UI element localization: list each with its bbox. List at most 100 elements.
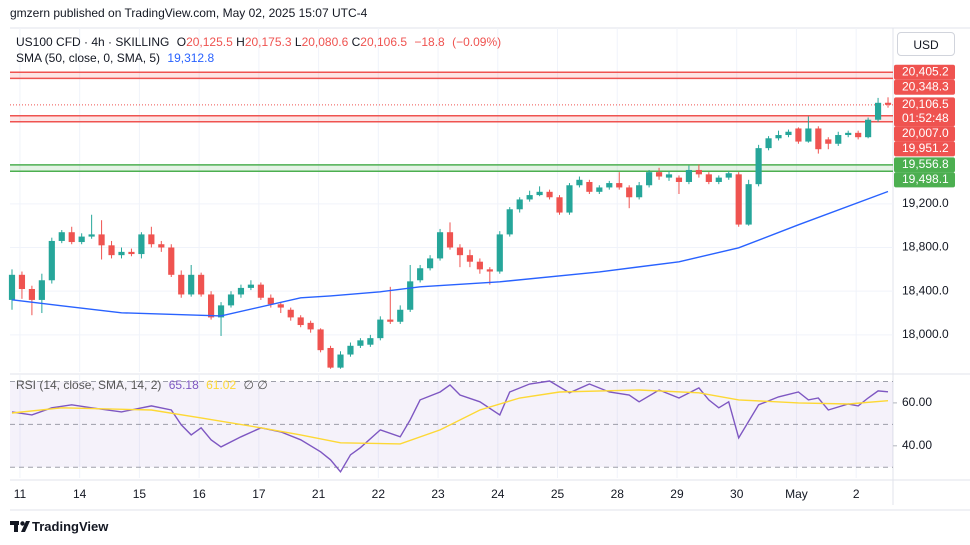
logo-part (21, 521, 30, 532)
ohlc-field: O (176, 35, 187, 49)
candle-body (456, 247, 464, 256)
candle-body (198, 274, 205, 295)
line-series (11, 380, 889, 474)
publish-header: gmzern published on TradingView.com, May… (10, 6, 371, 20)
x-tick-label: 22 (372, 487, 386, 501)
price-label-box (894, 79, 955, 95)
x-tick-label: 2 (853, 487, 860, 501)
rsi-value: 65.18 (168, 378, 199, 392)
candle-body (267, 297, 274, 305)
candle-body (755, 148, 762, 185)
candle-body (616, 183, 623, 188)
ohlc-value: 20,175.3 (244, 35, 292, 49)
candle-body (118, 251, 125, 256)
y-tick-label: 40.00 (902, 438, 932, 452)
candle-body (536, 191, 543, 196)
price-label: 20,405.2 (902, 64, 949, 78)
candle-body (297, 317, 304, 326)
candle-body (785, 131, 792, 136)
candle-body (48, 240, 55, 281)
currency-button[interactable]: USD (897, 32, 955, 56)
candle-body (347, 345, 354, 355)
candle-body (516, 199, 523, 210)
candle-body (476, 261, 483, 270)
candle-body (874, 102, 882, 120)
candle-body (357, 340, 364, 346)
x-tick-label: 30 (730, 487, 744, 501)
candle-body (287, 309, 294, 318)
level-zone (10, 164, 893, 172)
price-label: 19,498.1 (902, 172, 949, 186)
candle-body (576, 179, 583, 186)
candle-body (237, 287, 245, 295)
candle-body (606, 183, 613, 188)
x-tick-label: 24 (491, 487, 505, 501)
candle-body (277, 304, 284, 308)
candle-body (715, 177, 722, 182)
axes: 11 14 15 16 17 21 22 23 24 25 28 29 30 May 2 18,000.0 18… (14, 64, 955, 501)
candle-body (865, 119, 872, 138)
logo-part (14, 521, 18, 532)
sma-legend: SMA (50, close, 0, SMA, 5) 19,312.8 (16, 51, 218, 65)
ohlc-value: 20,080.6 (301, 35, 349, 49)
candle-body (486, 269, 493, 272)
candle-body (28, 289, 35, 300)
symbol: US100 CFD · 4h · SKILLING (16, 35, 170, 49)
y-tick-label: 18,000.0 (902, 327, 949, 341)
candle-body (148, 234, 155, 245)
price-label: 20,348.3 (902, 79, 949, 93)
brand: TradingView (32, 519, 108, 534)
plot-background (10, 28, 893, 478)
ohlc-value: 20,106.5 (360, 35, 408, 49)
candle-body (337, 354, 344, 368)
candle-body (247, 284, 254, 288)
x-tick-label: 28 (611, 487, 625, 501)
candle-body (546, 191, 553, 198)
candle-body (446, 232, 454, 248)
candle-body (377, 319, 384, 339)
candle-body (168, 247, 175, 275)
price-label: 20,007.0 (902, 126, 949, 140)
sma-name: SMA (50, close, 0, SMA, 5) (16, 51, 161, 65)
candle-body (158, 244, 165, 248)
rsi-extra: ∅ ∅ (243, 378, 268, 392)
candle-body (626, 187, 633, 198)
candle-body (8, 274, 16, 300)
candle-body (18, 274, 26, 290)
level-zone (10, 72, 893, 79)
candle-body (178, 274, 185, 295)
candle-body (427, 258, 434, 269)
symbol-legend: US100 CFD · 4h · SKILLING O20,125.5 H20,… (16, 35, 505, 49)
candle-body (586, 181, 593, 192)
candle-body (227, 294, 235, 306)
candle-body (38, 280, 45, 300)
candle-body (675, 177, 683, 182)
candle-body (108, 245, 115, 256)
price-label-box (894, 64, 955, 80)
level-zone (10, 115, 893, 122)
price-label-box (894, 126, 955, 142)
y-tick-label: 18,800.0 (902, 240, 949, 254)
line-series (11, 190, 889, 317)
x-tick-label: May (785, 487, 808, 501)
rsi-legend: RSI (14, close, SMA, 14, 2) 65.18 61.02 … (16, 378, 272, 392)
candle-body (636, 185, 643, 198)
candle-body (88, 234, 95, 237)
candle-body (188, 274, 195, 295)
x-tick-label: 21 (312, 487, 326, 501)
x-tick-label: 23 (431, 487, 445, 501)
candle-body (805, 128, 812, 142)
candle-body (526, 195, 533, 200)
price-label: 19,951.2 (902, 141, 949, 155)
grid (10, 28, 893, 478)
price-label: 19,556.8 (902, 157, 949, 171)
change: −18.8 (414, 35, 445, 49)
candle-body (795, 128, 802, 142)
ohlc-value: 20,125.5 (186, 35, 233, 49)
change-percent: (−0.09%) (452, 35, 502, 49)
candle-body (855, 132, 862, 138)
candle-body (685, 169, 693, 182)
candle-body (78, 236, 85, 243)
candle-body (835, 135, 842, 144)
